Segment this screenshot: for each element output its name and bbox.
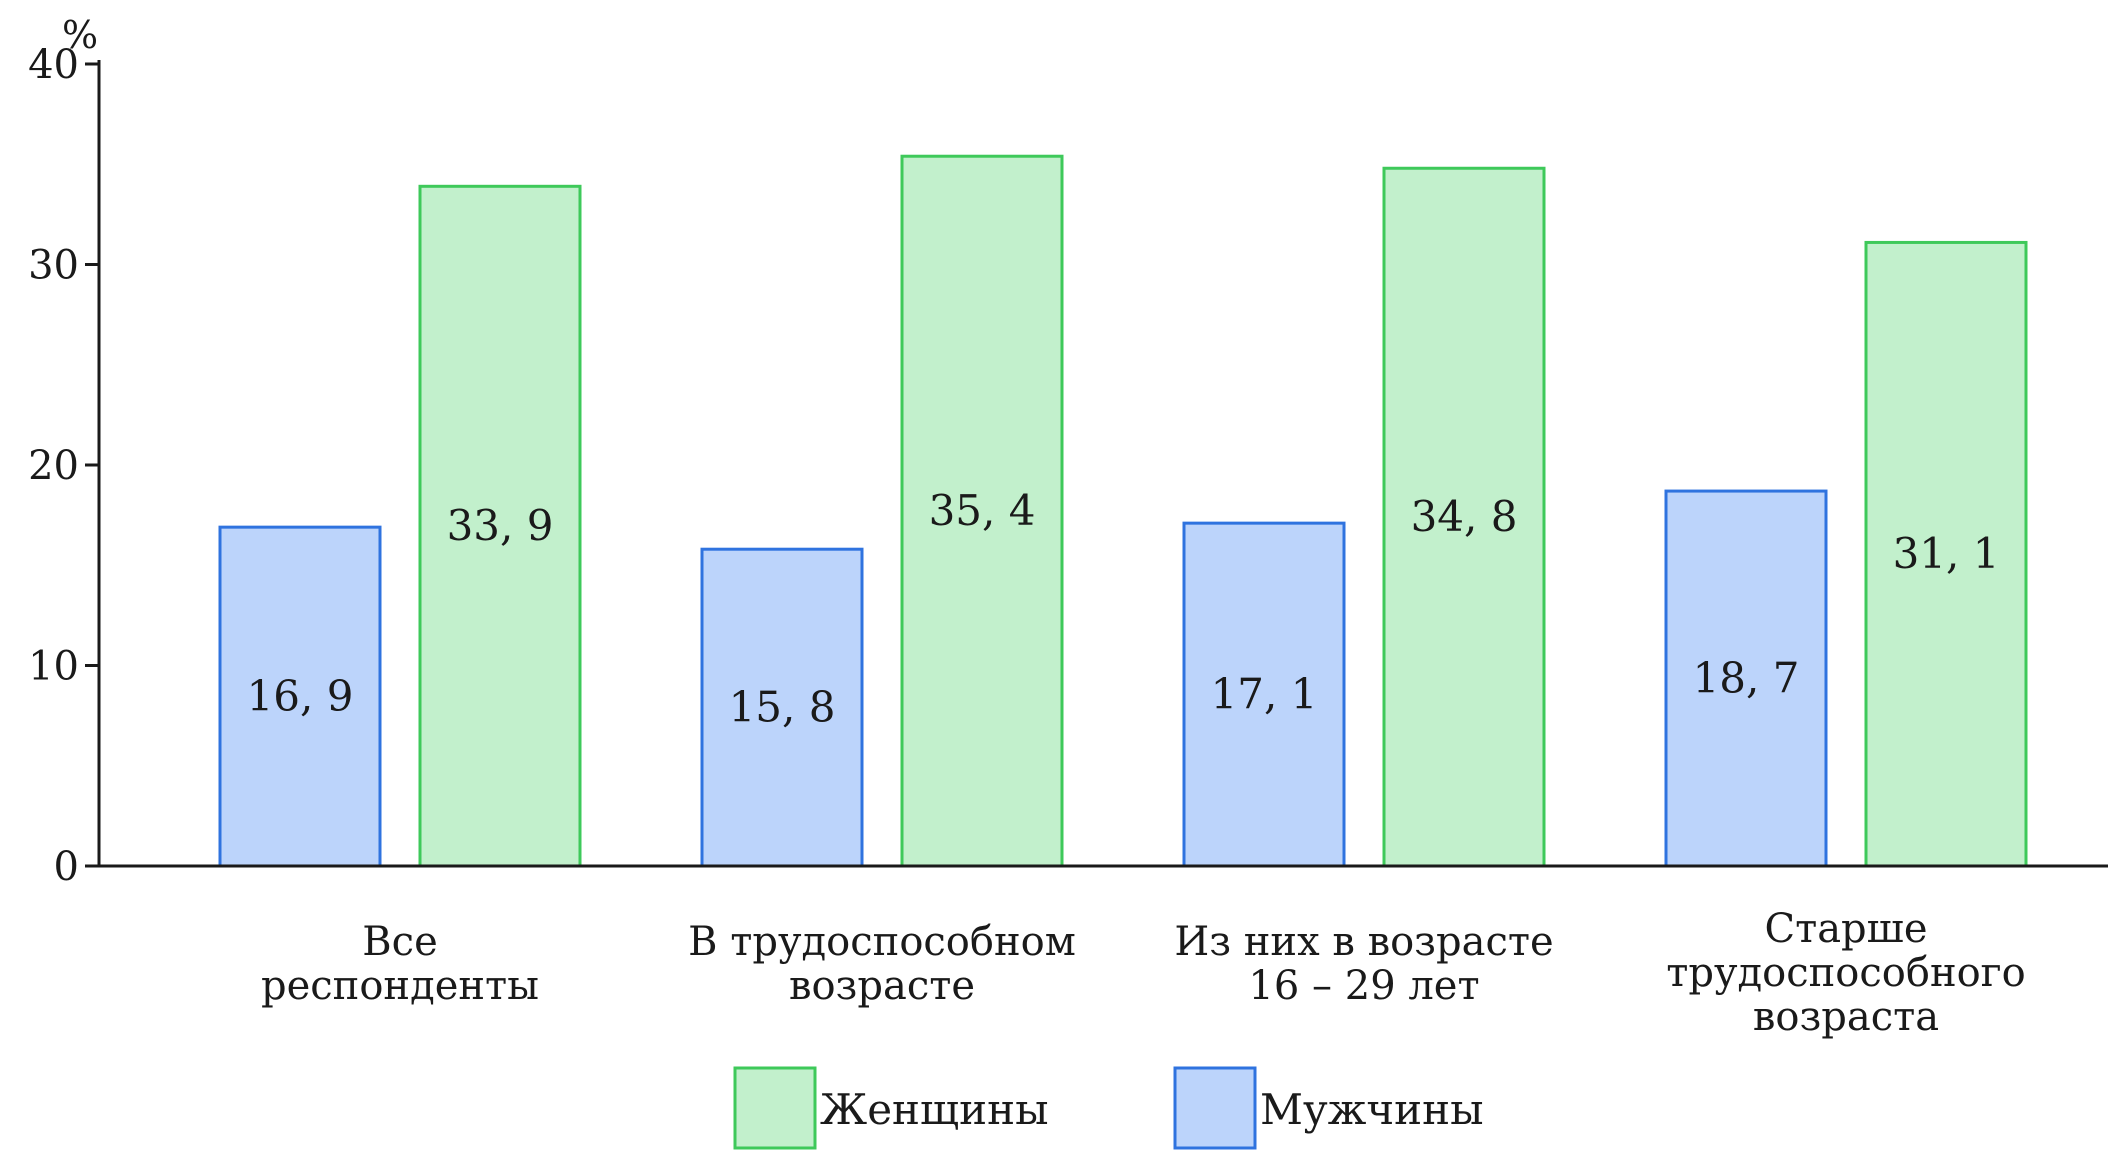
bar-women — [418, 184, 582, 868]
bar-value-label: 35, 4 — [929, 486, 1036, 535]
category-label: возрасте — [789, 963, 975, 1009]
category-label: 16 – 29 лет — [1248, 963, 1479, 1009]
y-tick-label: 20 — [28, 443, 79, 489]
bar-women — [1864, 240, 2028, 868]
bar-men — [1182, 521, 1346, 868]
bar-men — [218, 525, 382, 868]
category-label: трудоспособного — [1666, 950, 2025, 996]
legend-label: Женщины — [820, 1085, 1049, 1134]
bar-women — [1382, 166, 1546, 868]
category-label: респонденты — [261, 963, 539, 1009]
bar-value-label: 17, 1 — [1211, 670, 1318, 719]
bars-layer — [218, 154, 2028, 868]
y-unit-label: % — [62, 13, 98, 57]
bar-value-label: 34, 8 — [1411, 492, 1518, 541]
bar-value-label: 16, 9 — [247, 672, 354, 721]
bar-women — [900, 154, 1064, 868]
category-label: Из них в возрасте — [1174, 919, 1553, 965]
bar-value-label: 31, 1 — [1893, 529, 2000, 578]
bar-value-label: 15, 8 — [729, 683, 836, 732]
legend-swatch-women — [733, 1066, 817, 1150]
category-label: Старше — [1764, 906, 1927, 952]
legend-label: Мужчины — [1260, 1085, 1484, 1134]
y-tick-label: 30 — [28, 243, 79, 289]
y-tick-label: 0 — [54, 844, 79, 890]
labels-layer: 16, 9 33, 9 15, 8 35, 4 17, 1 34, 8 18, 7 31, 1 — [247, 486, 2000, 731]
axes-layer: % — [62, 13, 2108, 868]
category-label: Все — [362, 919, 437, 965]
category-label: В трудоспособном — [688, 919, 1076, 965]
ticks-layer: 0 10 20 30 40 — [28, 42, 99, 890]
legend: Женщины Мужчины — [733, 1066, 1484, 1150]
y-tick-label: 40 — [28, 42, 79, 88]
category-label: возраста — [1753, 994, 1939, 1040]
legend-swatch-men — [1173, 1066, 1257, 1150]
y-tick-label: 10 — [28, 644, 79, 690]
bar-value-label: 33, 9 — [447, 501, 554, 550]
bar-value-label: 18, 7 — [1693, 654, 1800, 703]
bar-men — [700, 547, 864, 868]
